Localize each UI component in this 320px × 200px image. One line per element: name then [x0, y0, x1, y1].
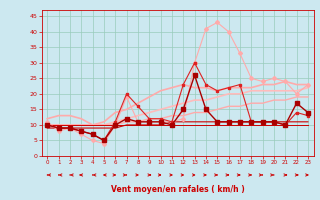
X-axis label: Vent moyen/en rafales ( km/h ): Vent moyen/en rafales ( km/h ) [111, 185, 244, 194]
